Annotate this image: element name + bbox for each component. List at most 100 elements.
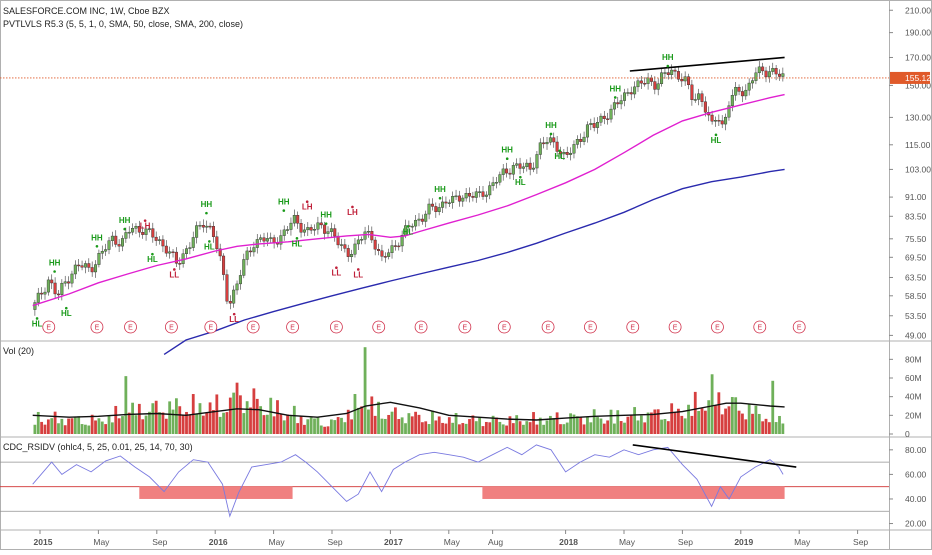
volume-bar-up — [292, 405, 296, 434]
candle-up — [474, 191, 478, 198]
volume-bar-up — [464, 423, 468, 434]
candle-up — [619, 100, 623, 105]
pivot-dot — [173, 268, 176, 271]
sma-200-line — [163, 168, 785, 355]
candle-up — [107, 240, 111, 250]
candle-up — [302, 229, 306, 233]
volume-bar-down — [323, 426, 327, 434]
candle-down — [319, 222, 323, 226]
volume-tick-label: 80M — [905, 354, 922, 364]
candle-up — [286, 229, 290, 231]
candle-up — [292, 215, 296, 224]
volume-bar-up — [542, 424, 546, 434]
candle-up — [147, 228, 151, 230]
earnings-marker — [414, 320, 428, 334]
earnings-marker — [90, 320, 104, 334]
volume-bar-down — [208, 402, 212, 434]
volume-bar-up — [552, 418, 556, 434]
volume-bar-up — [195, 413, 199, 434]
volume-bar-down — [228, 397, 232, 434]
volume-bar-down — [582, 424, 586, 434]
volume-bar-up — [687, 404, 690, 434]
volume-bar-down — [104, 424, 108, 434]
volume-bar-down — [117, 418, 121, 434]
volume-bar-down — [164, 418, 168, 434]
volume-bar-down — [417, 414, 421, 434]
volume-bar-up — [592, 409, 596, 434]
candle-down — [201, 224, 205, 228]
x-tick-label: Aug — [488, 537, 503, 547]
candle-down — [299, 223, 303, 233]
volume-bar-up — [57, 423, 60, 434]
volume-bar-down — [444, 423, 448, 434]
pivot-dot — [558, 149, 562, 153]
candle-up — [447, 202, 451, 204]
candle-up — [521, 166, 525, 169]
pivot-dot — [232, 312, 236, 316]
volume-bar-up — [367, 409, 370, 434]
volume-bar-down — [276, 400, 279, 434]
earnings-marker-label: E — [334, 325, 339, 332]
price-tick-label: 150.00 — [905, 80, 931, 90]
candle-down — [774, 68, 778, 75]
candle-up — [350, 254, 354, 257]
volume-bar-down — [690, 415, 694, 434]
volume-bar-up — [131, 402, 134, 434]
volume-bar-down — [700, 408, 704, 434]
candle-up — [451, 196, 455, 203]
candle-up — [781, 73, 785, 77]
volume-tick-label: 60M — [905, 373, 922, 383]
candle-up — [730, 95, 734, 106]
candle-up — [70, 273, 74, 284]
volume-bar-down — [767, 422, 771, 434]
volume-bar-up — [390, 411, 394, 434]
candle-down — [505, 168, 509, 174]
earnings-marker-label: E — [630, 325, 635, 332]
volume-bar-down — [360, 406, 364, 434]
candle-down — [380, 250, 384, 257]
candle-down — [377, 249, 381, 251]
candle-up — [771, 68, 775, 72]
candle-up — [400, 234, 404, 247]
volume-bar-down — [677, 408, 680, 434]
volume-bar-down — [272, 416, 276, 434]
candle-up — [94, 264, 98, 273]
candle-up — [43, 291, 47, 295]
volume-bar-up — [707, 400, 711, 434]
candle-up — [747, 82, 751, 91]
volume-bar-down — [703, 410, 707, 434]
candle-down — [87, 263, 91, 268]
candle-up — [623, 92, 627, 101]
chart-legend: SALESFORCE.COM INC, 1W, Cboe BZX PVTLVLS… — [3, 5, 243, 31]
volume-bar-down — [626, 416, 630, 434]
volume-bar-down — [555, 412, 559, 434]
volume-bar-down — [141, 419, 145, 434]
pivot-label: HL — [61, 309, 72, 318]
pivot-dot — [208, 240, 211, 243]
volume-bar-up — [97, 418, 101, 434]
volume-bar-up — [525, 421, 529, 434]
candle-down — [90, 267, 94, 273]
earnings-marker — [246, 320, 260, 334]
candle-down — [481, 191, 485, 197]
candle-up — [464, 193, 468, 199]
earnings-marker — [584, 320, 597, 334]
candle-down — [249, 250, 253, 253]
volume-bar-down — [178, 406, 182, 434]
candle-down — [653, 81, 657, 90]
volume-bar-up — [218, 416, 222, 434]
candle-up — [360, 239, 364, 241]
price-tick-label: 63.50 — [905, 272, 927, 282]
volume-bar-down — [424, 421, 428, 434]
candle-up — [185, 248, 189, 254]
candle-down — [228, 300, 232, 304]
candle-down — [720, 120, 724, 125]
volume-bar-down — [751, 413, 754, 434]
pivot-label: HH — [662, 53, 674, 62]
candle-down — [639, 80, 643, 84]
volume-bar-up — [404, 423, 407, 434]
price-tick-label: 83.50 — [905, 211, 927, 221]
volume-bar-down — [458, 424, 461, 434]
candle-up — [767, 71, 771, 78]
